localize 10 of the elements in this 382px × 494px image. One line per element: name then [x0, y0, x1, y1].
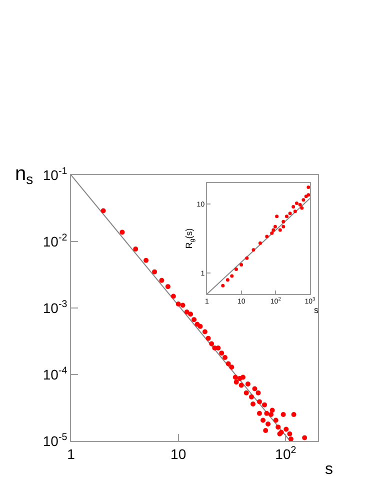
y-axis-title: n$_{s}$ — [15, 163, 34, 188]
x-axis-title: s — [325, 461, 333, 478]
x-axis-title: s — [314, 305, 319, 315]
y-tick-label: 10$^{-2}$ — [42, 232, 68, 250]
y-tick-label: 10$^{-4}$ — [42, 366, 68, 382]
y-tick-label: 10$^{-1}$ — [42, 166, 68, 183]
x-tick-label: 10$^{2}$ — [275, 444, 296, 462]
y-tick-label: 10$^{-3}$ — [42, 299, 68, 316]
x-tick-label: 10 — [170, 446, 186, 462]
y-tick-label: 10$^{-5}$ — [42, 432, 68, 449]
